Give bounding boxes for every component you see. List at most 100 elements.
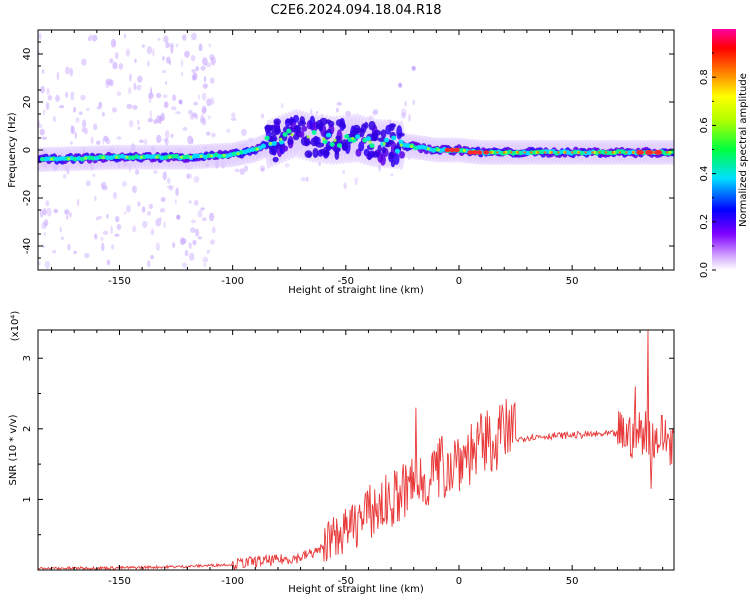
spectrogram-noise-cell: [97, 215, 102, 220]
spectrogram-noise-cell: [44, 260, 51, 269]
spectrogram-noise-cell: [93, 233, 98, 240]
spectrogram-noise-cell: [123, 211, 127, 215]
spectrogram-noise-cell: [70, 91, 75, 101]
spectrogram-noise-cell: [125, 48, 131, 57]
spectrogram-marks: [38, 32, 674, 269]
spectrogram-noise-cell: [131, 225, 137, 233]
spectrogram-noise-cell: [43, 232, 46, 236]
spectrogram-noise-cell: [106, 78, 112, 86]
spectrogram-band-cell: [393, 152, 400, 165]
spectrogram-core-cell: [286, 128, 292, 134]
spectrogram-noise-cell: [188, 109, 193, 115]
spectrogram-noise-cell: [189, 114, 195, 120]
spectrogram-band-cell: [341, 123, 347, 130]
spectrogram-noise-cell: [206, 98, 212, 107]
spectrogram-noise-cell: [128, 120, 134, 128]
snr-x-ticks: -150 -100 -50 0 50: [51, 330, 664, 587]
spectrogram-max-cell: [625, 151, 628, 154]
spectrogram-noise-cell: [195, 228, 200, 237]
spectrogram-peak-cell: [101, 156, 105, 160]
spectrogram-y-tick-label: -40: [22, 238, 33, 254]
spectrogram-noise-cell: [137, 119, 140, 125]
spectrogram-noise-cell: [39, 208, 44, 218]
spectrogram-noise-cell: [147, 60, 150, 67]
spectrogram-core-cell: [394, 148, 401, 154]
spectrogram-noise-cell: [74, 131, 77, 139]
spectrogram-max-cell: [665, 151, 669, 154]
spectrogram-band-cell: [292, 133, 300, 141]
spectrogram-noise-cell: [310, 108, 313, 116]
spectrogram-noise-cell: [85, 108, 90, 112]
spectrogram-noise-cell: [180, 72, 184, 77]
spectrogram-noise-cell: [129, 73, 132, 82]
spectrogram-noise-cell: [73, 106, 77, 113]
spectrogram-band-cell: [379, 153, 386, 166]
spectrogram-peak-cell: [382, 142, 386, 146]
spectrogram-y-ticks: -40 -20 0 20 40: [22, 41, 674, 259]
spectrogram-max-cell: [645, 150, 654, 155]
spectrogram-noise-cell: [81, 58, 87, 66]
spectrogram-band-cell: [315, 120, 324, 128]
spectrogram-noise-cell: [58, 105, 65, 109]
spectrogram-peak-cell: [222, 153, 226, 157]
spectrogram-peak-cell: [139, 155, 143, 159]
spectrogram-max-cell: [449, 147, 456, 153]
spectrogram-noise-cell: [155, 218, 162, 227]
colorbar-tick-label: 0.0: [699, 262, 710, 278]
spectrogram-noise-cell: [174, 199, 177, 204]
spectrogram-noise-cell: [203, 262, 207, 268]
spectrogram-noise-cell: [134, 169, 140, 175]
spectrogram-max-cell: [598, 151, 601, 154]
spectrogram-noise-cell: [128, 87, 132, 95]
spectrogram-noise-cell: [53, 208, 59, 214]
spectrogram-noise-cell: [100, 182, 104, 190]
colorbar-label: Normalized spectral amplitude: [738, 73, 749, 227]
spectrogram-noise-cell: [206, 249, 210, 254]
spectrogram-max-cell: [570, 151, 574, 154]
spectrogram-noise-cell: [101, 181, 107, 191]
spectrogram-noise-cell: [163, 138, 168, 142]
spectrogram-peak-cell: [409, 144, 414, 149]
spectrogram-noise-cell: [163, 101, 169, 109]
spectrogram-max-cell: [557, 151, 560, 154]
spectrogram-noise-cell: [168, 185, 174, 191]
spectrogram-noise-cell: [40, 85, 45, 94]
colorbar-tick-label: 0.4: [699, 166, 710, 182]
spectrogram-peak-cell: [125, 155, 129, 159]
spectrogram-noise-cell: [106, 259, 111, 266]
spectrogram-noise-cell: [192, 239, 197, 246]
spectrogram-noise-cell: [201, 108, 207, 113]
spectrogram-noise-cell: [159, 115, 162, 125]
spectrogram-noise-cell: [280, 103, 284, 109]
spectrogram-noise-cell: [71, 125, 75, 135]
spectrogram-core-cell: [365, 136, 372, 142]
spectrogram-noise-cell: [400, 108, 407, 116]
spectrogram-noise-cell: [209, 77, 215, 84]
spectrogram-band-cell: [264, 124, 274, 131]
spectrogram-max-cell: [496, 151, 499, 154]
spectrogram-noise-cell: [59, 226, 62, 233]
spectrogram-noise-cell: [88, 36, 91, 42]
snr-y-tick-label: 1: [22, 496, 33, 502]
spectrogram-noise-cell: [198, 43, 203, 52]
snr-x-tick-label: 50: [566, 576, 579, 587]
spectrogram-peak-cell: [399, 143, 403, 147]
spectrogram-noise-cell: [133, 82, 137, 91]
spectrogram-noise-cell: [188, 242, 192, 249]
spectrogram-noise-cell: [92, 173, 96, 177]
spectrogram-band-cell: [293, 125, 301, 135]
spectrogram-noise-cell: [123, 33, 127, 39]
spectrogram-noise-cell: [148, 94, 152, 104]
spectrogram-noise-cell: [46, 87, 50, 96]
spectrogram-peak-cell: [462, 148, 467, 153]
spectrogram-noise-cell: [202, 57, 208, 66]
spectrogram-y-tick-label: 0: [22, 147, 33, 153]
spectrogram-noise-cell: [184, 249, 189, 257]
spectrogram-noise-cell: [411, 65, 416, 71]
spectrogram-x-tick-label: 50: [566, 276, 579, 287]
spectrogram-noise-cell: [186, 173, 189, 180]
spectrogram-noise-cell: [55, 94, 60, 102]
spectrogram-noise-cell: [404, 100, 407, 107]
spectrogram-noise-cell: [116, 136, 122, 140]
